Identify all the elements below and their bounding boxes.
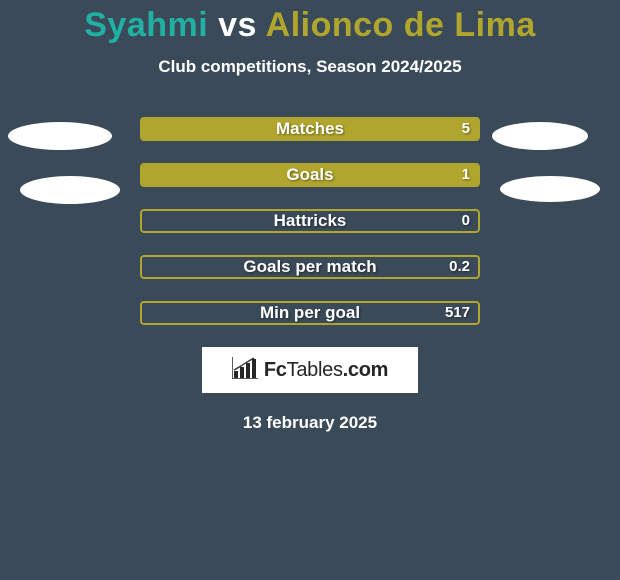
stat-row: Goals per match0.2 — [140, 255, 480, 279]
snapshot-date: 13 february 2025 — [0, 413, 620, 433]
stat-label: Matches — [140, 117, 480, 141]
vs-text: vs — [218, 6, 257, 44]
player1-name: Syahmi — [84, 6, 208, 44]
decor-ellipse — [500, 176, 600, 202]
player2-name: Alionco de Lima — [266, 6, 536, 44]
stat-row: Matches5 — [140, 117, 480, 141]
stat-value-right: 0 — [462, 209, 470, 233]
fctables-logo[interactable]: FcTables.com — [202, 347, 418, 393]
stat-row: Goals1 — [140, 163, 480, 187]
stat-label: Hattricks — [140, 209, 480, 233]
stat-row: Min per goal517 — [140, 301, 480, 325]
stat-row: Hattricks0 — [140, 209, 480, 233]
stat-label: Goals — [140, 163, 480, 187]
stat-value-right: 517 — [445, 301, 470, 325]
stat-value-right: 5 — [462, 117, 470, 141]
decor-ellipse — [20, 176, 120, 204]
decor-ellipse — [492, 122, 588, 150]
decor-ellipse — [8, 122, 112, 150]
subtitle: Club competitions, Season 2024/2025 — [0, 57, 620, 77]
stat-label: Min per goal — [140, 301, 480, 325]
comparison-title: Syahmi vs Alionco de Lima — [0, 0, 620, 45]
bar-chart-icon — [232, 357, 258, 384]
stat-value-right: 1 — [462, 163, 470, 187]
logo-text: FcTables.com — [264, 359, 388, 382]
stat-value-right: 0.2 — [449, 255, 470, 279]
stat-label: Goals per match — [140, 255, 480, 279]
